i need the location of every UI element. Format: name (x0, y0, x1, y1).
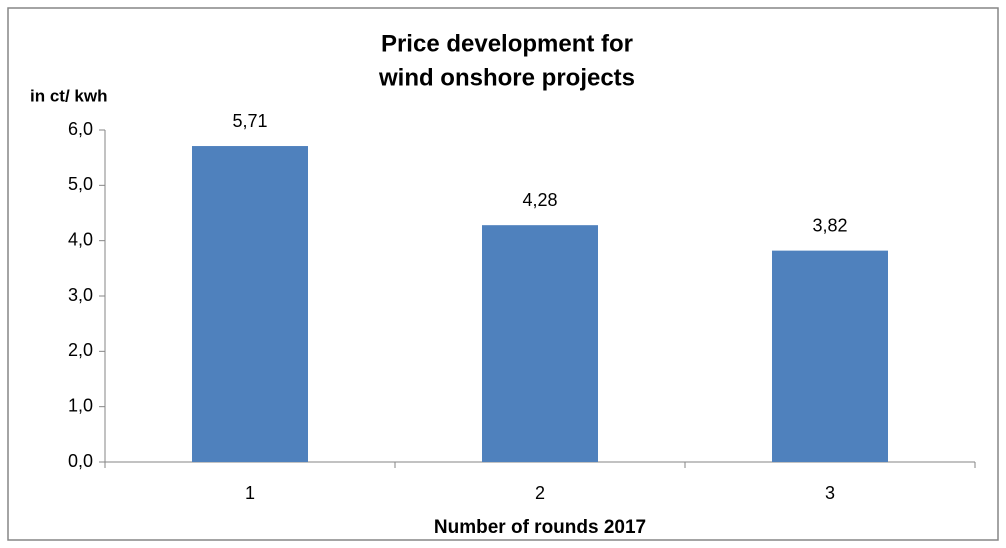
x-tick-label: 2 (535, 483, 545, 503)
y-tick-label: 4,0 (68, 229, 93, 249)
bar (482, 225, 598, 462)
bar (192, 146, 308, 462)
y-tick-label: 5,0 (68, 174, 93, 194)
y-tick-label: 6,0 (68, 119, 93, 139)
x-tick-label: 1 (245, 483, 255, 503)
data-label: 5,71 (232, 111, 267, 131)
bar (772, 250, 888, 462)
y-axis-label: in ct/ kwh (30, 86, 107, 105)
x-tick-label: 3 (825, 483, 835, 503)
chart-title: Price development for (381, 30, 633, 57)
y-tick-label: 1,0 (68, 395, 93, 415)
data-label: 4,28 (522, 190, 557, 210)
x-axis-label: Number of rounds 2017 (434, 517, 646, 538)
y-tick-label: 0,0 (68, 451, 93, 471)
chart-title: wind onshore projects (378, 64, 635, 91)
y-tick-label: 2,0 (68, 340, 93, 360)
y-tick-label: 3,0 (68, 285, 93, 305)
data-label: 3,82 (812, 215, 847, 235)
